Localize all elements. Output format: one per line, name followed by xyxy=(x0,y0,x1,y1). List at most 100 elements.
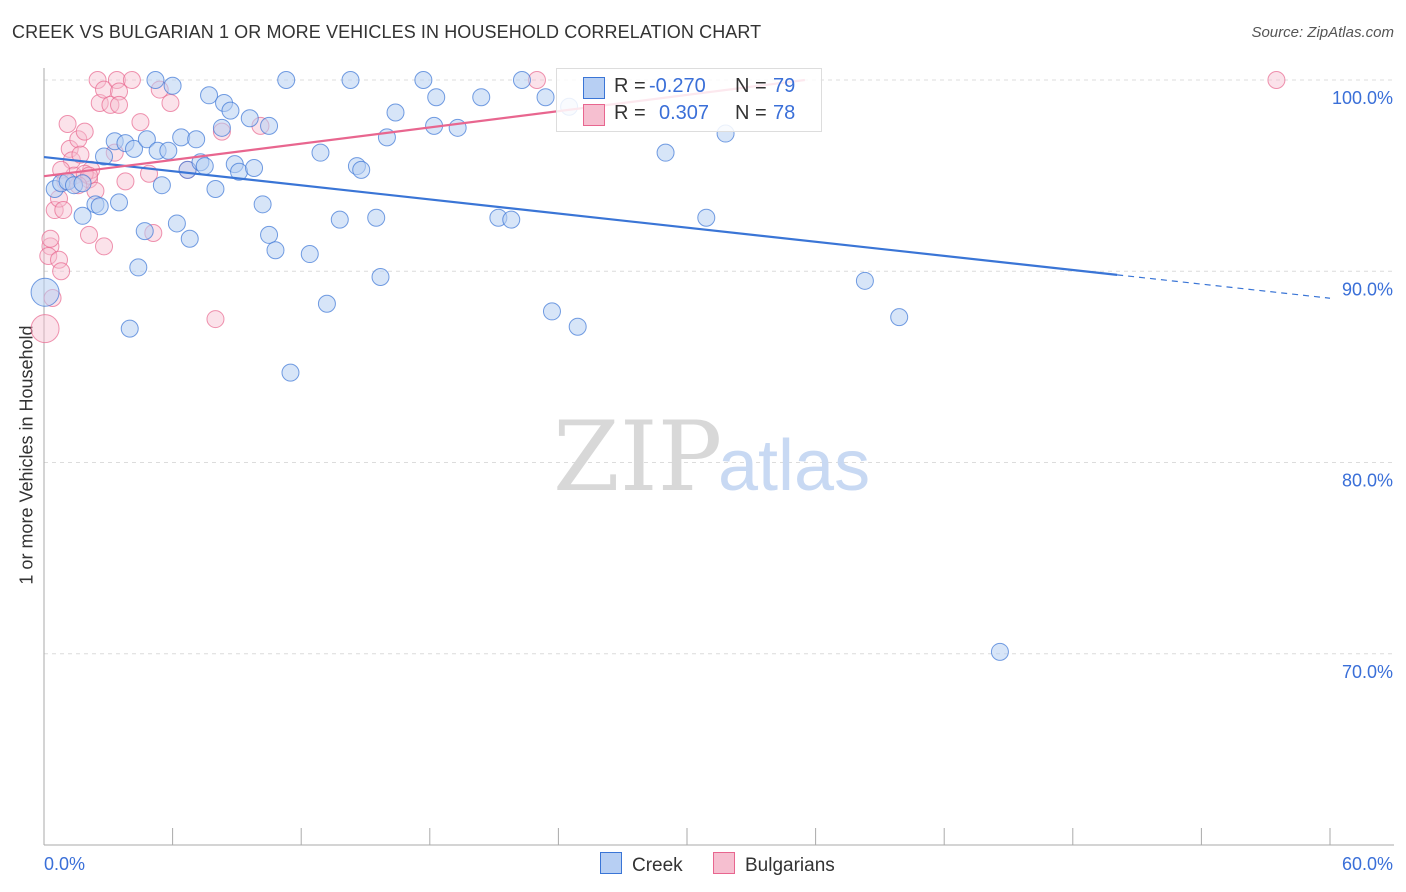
creek-point xyxy=(163,76,182,95)
chart-title: CREEK VS BULGARIAN 1 OR MORE VEHICLES IN… xyxy=(12,22,762,42)
bulgarians-point xyxy=(54,201,73,220)
creek-point xyxy=(137,130,156,149)
creek-point xyxy=(330,210,349,229)
creek-point xyxy=(568,317,587,336)
creek-point xyxy=(195,157,214,176)
bulgarians-point xyxy=(75,122,94,141)
creek-point xyxy=(129,258,148,277)
creek-point xyxy=(73,206,92,225)
y-tick-label: 70.0% xyxy=(1342,662,1393,682)
bulgarians-point xyxy=(206,310,225,329)
creek-point xyxy=(281,363,300,382)
creek-point xyxy=(152,176,171,195)
creek-point xyxy=(990,642,1009,661)
bulgarians-point xyxy=(50,250,69,269)
y-tick-label: 90.0% xyxy=(1342,279,1393,299)
watermark-atlas: atlas xyxy=(718,426,870,506)
creek-point xyxy=(172,128,191,147)
creek-trend-line xyxy=(43,155,1118,276)
bulgarians-point xyxy=(131,113,150,132)
bulgarians-point xyxy=(88,71,107,89)
bulgarians-swatch xyxy=(583,104,605,126)
creek-n-value: 79 xyxy=(773,75,796,97)
creek-point xyxy=(260,225,279,244)
bulgarians-point xyxy=(110,82,129,101)
bulgarians-point xyxy=(58,114,77,133)
creek-point xyxy=(502,210,521,229)
bulgarians-point xyxy=(71,145,90,164)
bulgarians-point xyxy=(107,71,126,89)
creek-point xyxy=(212,118,231,137)
creek-point xyxy=(536,88,555,107)
creek-point xyxy=(386,103,405,122)
bulgarians-point xyxy=(69,130,88,149)
n-label: N = xyxy=(735,102,767,124)
creek-point xyxy=(206,180,225,199)
creek-point xyxy=(73,174,92,193)
creek-point xyxy=(221,101,240,120)
bulgarians-point xyxy=(116,172,135,191)
creek-point xyxy=(890,308,909,327)
creek-point xyxy=(110,193,129,212)
creek-point xyxy=(300,245,319,264)
creek-r-value: -0.270 xyxy=(649,75,706,97)
creek-legend-label: Creek xyxy=(632,855,683,876)
creek-point xyxy=(253,195,272,214)
bulgarians-point xyxy=(95,237,114,256)
creek-point xyxy=(427,88,446,107)
y-tick-label: 80.0% xyxy=(1342,471,1393,491)
bulgarians-legend-label: Bulgarians xyxy=(745,855,835,876)
creek-point xyxy=(240,109,259,128)
creek-point xyxy=(125,139,144,158)
creek-point xyxy=(95,147,114,166)
creek-point xyxy=(414,71,433,89)
creek-point xyxy=(656,143,675,162)
creek-point xyxy=(697,208,716,227)
creek-point xyxy=(90,197,109,216)
source-label: Source: ZipAtlas.com xyxy=(1251,24,1394,41)
creek-point xyxy=(120,319,139,338)
creek-point xyxy=(200,86,219,105)
creek-trend-extension xyxy=(1117,274,1331,299)
bulgarians-point xyxy=(122,71,141,89)
creek-point xyxy=(146,71,165,89)
creek-point xyxy=(187,130,206,149)
creek-point xyxy=(167,214,186,233)
creek-point xyxy=(542,302,561,321)
creek-point xyxy=(512,71,531,89)
creek-point xyxy=(341,71,360,89)
creek-point xyxy=(311,143,330,162)
creek-point xyxy=(159,141,178,160)
creek-swatch xyxy=(583,77,605,99)
creek-point xyxy=(367,208,386,227)
creek-point xyxy=(371,267,390,286)
creek-point xyxy=(180,229,199,248)
creek-point xyxy=(266,241,285,260)
x-tick-label: 60.0% xyxy=(1342,854,1393,874)
creek-point xyxy=(277,71,296,89)
creek-legend-swatch xyxy=(600,852,622,874)
creek-point xyxy=(855,271,874,290)
bulgarians-point xyxy=(161,93,180,112)
legend-item-creek: Creek xyxy=(600,852,683,877)
y-tick-label: 100.0% xyxy=(1332,88,1393,108)
creek-point xyxy=(260,116,279,135)
stats-legend: R = -0.270 N = 79 R = 0.307 N = 78 xyxy=(556,68,822,132)
creek-point xyxy=(135,222,154,241)
bulgarians-point xyxy=(52,262,71,281)
bulgarians-r-value: 0.307 xyxy=(659,102,710,124)
x-tick-label: 0.0% xyxy=(44,854,85,874)
n-label: N = xyxy=(735,75,767,97)
watermark-zip: ZIP xyxy=(553,401,722,513)
creek-point xyxy=(245,158,264,177)
creek-point xyxy=(352,160,371,179)
bulgarians-point xyxy=(110,95,129,114)
creek-point xyxy=(472,88,491,107)
bulgarians-point xyxy=(1267,71,1286,89)
creek-point xyxy=(448,118,467,137)
legend-item-bulgarians: Bulgarians xyxy=(713,852,835,877)
bulgarians-point xyxy=(80,225,99,244)
bulgarians-legend-swatch xyxy=(713,852,735,874)
